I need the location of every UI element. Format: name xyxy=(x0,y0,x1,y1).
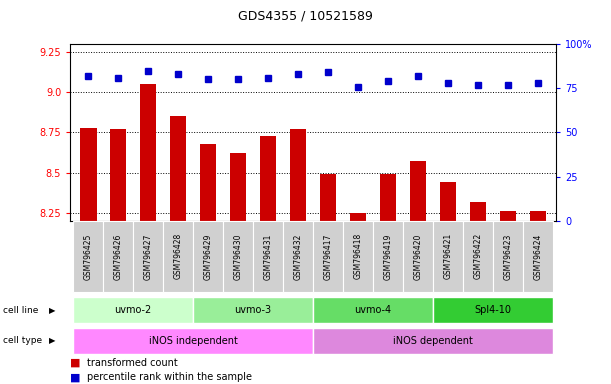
Bar xyxy=(373,221,403,292)
Text: GSM796431: GSM796431 xyxy=(264,233,273,280)
Bar xyxy=(523,221,553,292)
Bar xyxy=(470,202,486,221)
Text: GSM796430: GSM796430 xyxy=(233,233,243,280)
Text: GSM796425: GSM796425 xyxy=(84,233,93,280)
Bar xyxy=(80,127,97,221)
Bar xyxy=(493,221,523,292)
Bar xyxy=(110,129,126,221)
Text: percentile rank within the sample: percentile rank within the sample xyxy=(87,372,252,382)
Text: GSM796417: GSM796417 xyxy=(324,233,332,280)
Text: GSM796428: GSM796428 xyxy=(174,233,183,280)
Bar xyxy=(463,221,493,292)
Text: uvmo-4: uvmo-4 xyxy=(354,305,392,315)
Bar xyxy=(313,297,433,323)
Bar xyxy=(260,136,276,221)
Bar xyxy=(380,174,397,221)
Bar xyxy=(73,297,193,323)
Text: transformed count: transformed count xyxy=(87,358,178,368)
Text: GSM796423: GSM796423 xyxy=(503,233,513,280)
Text: GDS4355 / 10521589: GDS4355 / 10521589 xyxy=(238,10,373,23)
Bar xyxy=(410,161,426,221)
Text: uvmo-2: uvmo-2 xyxy=(115,305,152,315)
Text: cell type: cell type xyxy=(3,336,42,345)
Text: GSM796429: GSM796429 xyxy=(203,233,213,280)
Bar xyxy=(103,221,133,292)
Bar xyxy=(313,328,553,354)
Bar xyxy=(313,221,343,292)
Bar xyxy=(440,182,456,221)
Text: ▶: ▶ xyxy=(49,306,55,314)
Text: uvmo-3: uvmo-3 xyxy=(235,305,272,315)
Text: Spl4-10: Spl4-10 xyxy=(475,305,511,315)
Text: GSM796422: GSM796422 xyxy=(474,233,483,280)
Text: GSM796419: GSM796419 xyxy=(384,233,393,280)
Text: GSM796418: GSM796418 xyxy=(354,233,362,280)
Text: ▶: ▶ xyxy=(49,336,55,345)
Bar xyxy=(500,211,516,221)
Bar xyxy=(530,211,546,221)
Bar xyxy=(403,221,433,292)
Bar xyxy=(283,221,313,292)
Text: cell line: cell line xyxy=(3,306,38,314)
Bar xyxy=(290,129,306,221)
Bar xyxy=(133,221,163,292)
Bar xyxy=(350,213,367,221)
Text: ■: ■ xyxy=(70,358,81,368)
Bar xyxy=(193,221,223,292)
Bar xyxy=(223,221,253,292)
Text: GSM796432: GSM796432 xyxy=(294,233,302,280)
Text: iNOS independent: iNOS independent xyxy=(148,336,238,346)
Text: ■: ■ xyxy=(70,372,81,382)
Text: GSM796424: GSM796424 xyxy=(533,233,543,280)
Bar xyxy=(433,221,463,292)
Text: GSM796421: GSM796421 xyxy=(444,233,453,280)
Bar xyxy=(193,297,313,323)
Bar xyxy=(200,144,216,221)
Text: GSM796426: GSM796426 xyxy=(114,233,123,280)
Bar xyxy=(433,297,553,323)
Bar xyxy=(343,221,373,292)
Bar xyxy=(73,328,313,354)
Text: GSM796420: GSM796420 xyxy=(414,233,423,280)
Bar xyxy=(253,221,283,292)
Bar xyxy=(170,116,186,221)
Text: iNOS dependent: iNOS dependent xyxy=(393,336,473,346)
Bar xyxy=(320,174,337,221)
Bar xyxy=(163,221,193,292)
Bar xyxy=(73,221,103,292)
Bar xyxy=(230,153,246,221)
Bar xyxy=(140,84,156,221)
Text: GSM796427: GSM796427 xyxy=(144,233,153,280)
